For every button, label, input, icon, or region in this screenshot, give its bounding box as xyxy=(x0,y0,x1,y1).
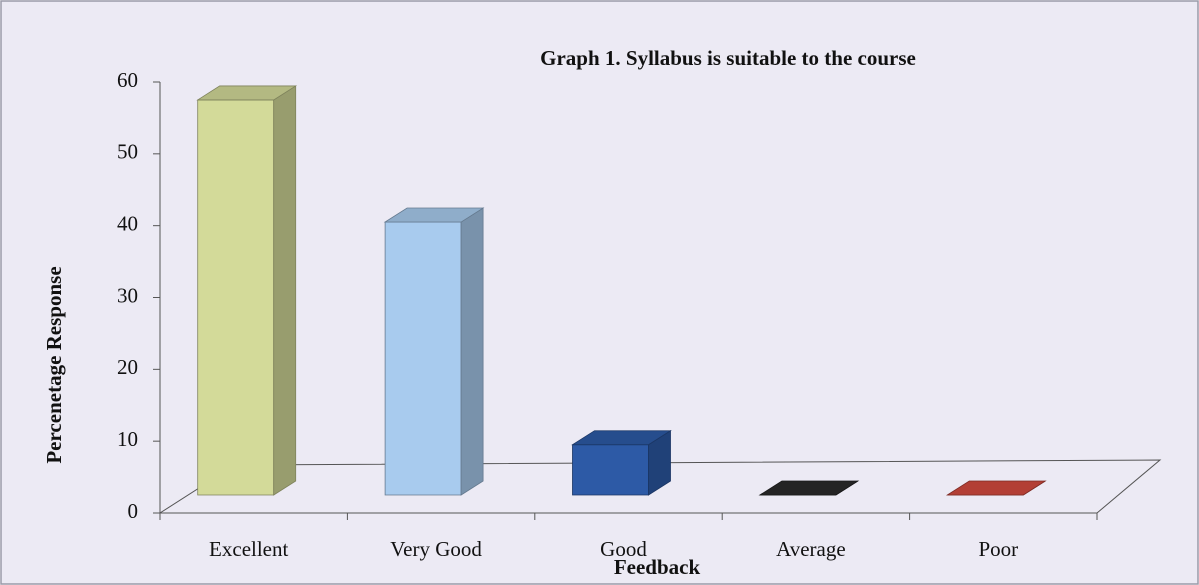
bar xyxy=(196,85,298,496)
bar-top xyxy=(945,480,1047,496)
y-tick-label: 50 xyxy=(117,140,138,164)
y-tick-label: 40 xyxy=(117,211,138,235)
bar xyxy=(758,480,860,496)
bar-side xyxy=(460,207,484,496)
bar xyxy=(571,429,672,496)
y-axis-label: Percenetage Response xyxy=(42,266,66,463)
bar-top xyxy=(383,207,485,223)
bar-top xyxy=(196,85,298,101)
y-tick-label: 60 xyxy=(117,68,138,92)
chart-title: Graph 1. Syllabus is suitable to the cou… xyxy=(540,46,916,70)
x-tick-label: Excellent xyxy=(209,537,288,561)
bar xyxy=(383,207,485,496)
x-tick-label: Average xyxy=(776,537,846,561)
bar-front xyxy=(572,444,649,496)
x-tick-label: Very Good xyxy=(390,537,482,561)
bar-side xyxy=(273,85,297,496)
x-tick-label: Poor xyxy=(978,537,1018,561)
bar-front xyxy=(384,221,462,496)
bar-front xyxy=(197,99,275,496)
bar-top xyxy=(571,430,672,446)
y-tick-label: 30 xyxy=(117,283,138,307)
bar-top xyxy=(758,480,860,496)
y-tick-label: 20 xyxy=(117,355,138,379)
x-axis-label: Feedback xyxy=(614,555,701,579)
bar xyxy=(945,480,1047,496)
y-tick-label: 10 xyxy=(117,427,138,451)
x-tick-label: Good xyxy=(600,537,647,561)
y-tick-label: 0 xyxy=(128,499,139,523)
